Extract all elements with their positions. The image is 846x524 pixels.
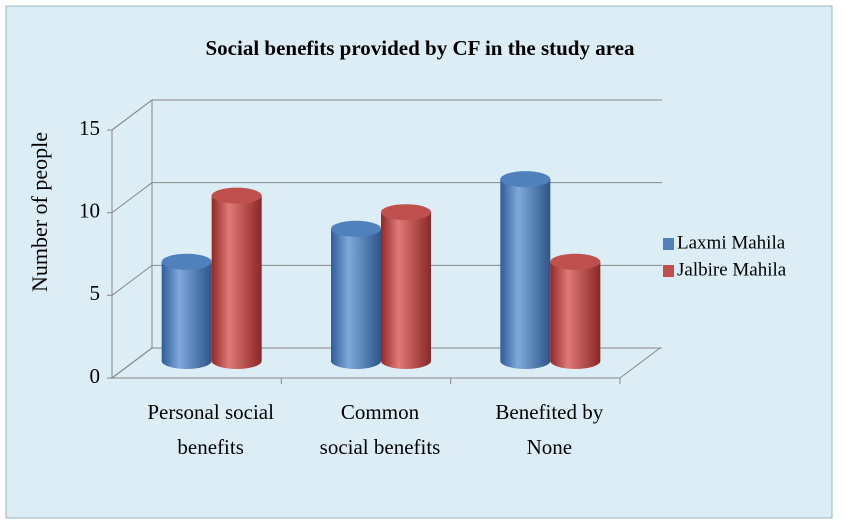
chart-title: Social benefits provided by CF in the st… xyxy=(206,36,635,60)
legend-label: Jalbire Mahila xyxy=(677,259,787,280)
bar xyxy=(381,212,431,369)
legend-label: Laxmi Mahila xyxy=(677,232,786,253)
bar xyxy=(331,228,381,369)
grid-line xyxy=(111,347,662,379)
y-tick-label: 10 xyxy=(79,198,100,222)
grid-line xyxy=(111,99,662,131)
bar xyxy=(211,195,262,369)
x-tick-label: Common social benefits xyxy=(319,400,441,459)
bar-top xyxy=(331,220,381,237)
x-tick-label: Benefited by None xyxy=(495,400,604,459)
x-tick-label: Personal social benefits xyxy=(147,400,274,459)
bar-top xyxy=(381,204,431,221)
bar-top xyxy=(500,171,551,188)
grid-line xyxy=(111,182,662,214)
grid-line xyxy=(111,264,662,296)
bar xyxy=(550,261,601,369)
bar-top xyxy=(161,253,212,270)
bar-top xyxy=(550,253,601,270)
y-axis-label: Number of people xyxy=(27,132,52,292)
y-tick-label: 15 xyxy=(79,116,100,140)
legend-swatch xyxy=(663,265,674,277)
bar xyxy=(500,179,551,369)
bar-top xyxy=(211,187,262,204)
y-tick-label: 0 xyxy=(90,364,101,388)
y-tick-label: 5 xyxy=(90,281,101,305)
bar xyxy=(161,261,212,369)
legend-swatch xyxy=(663,238,674,250)
